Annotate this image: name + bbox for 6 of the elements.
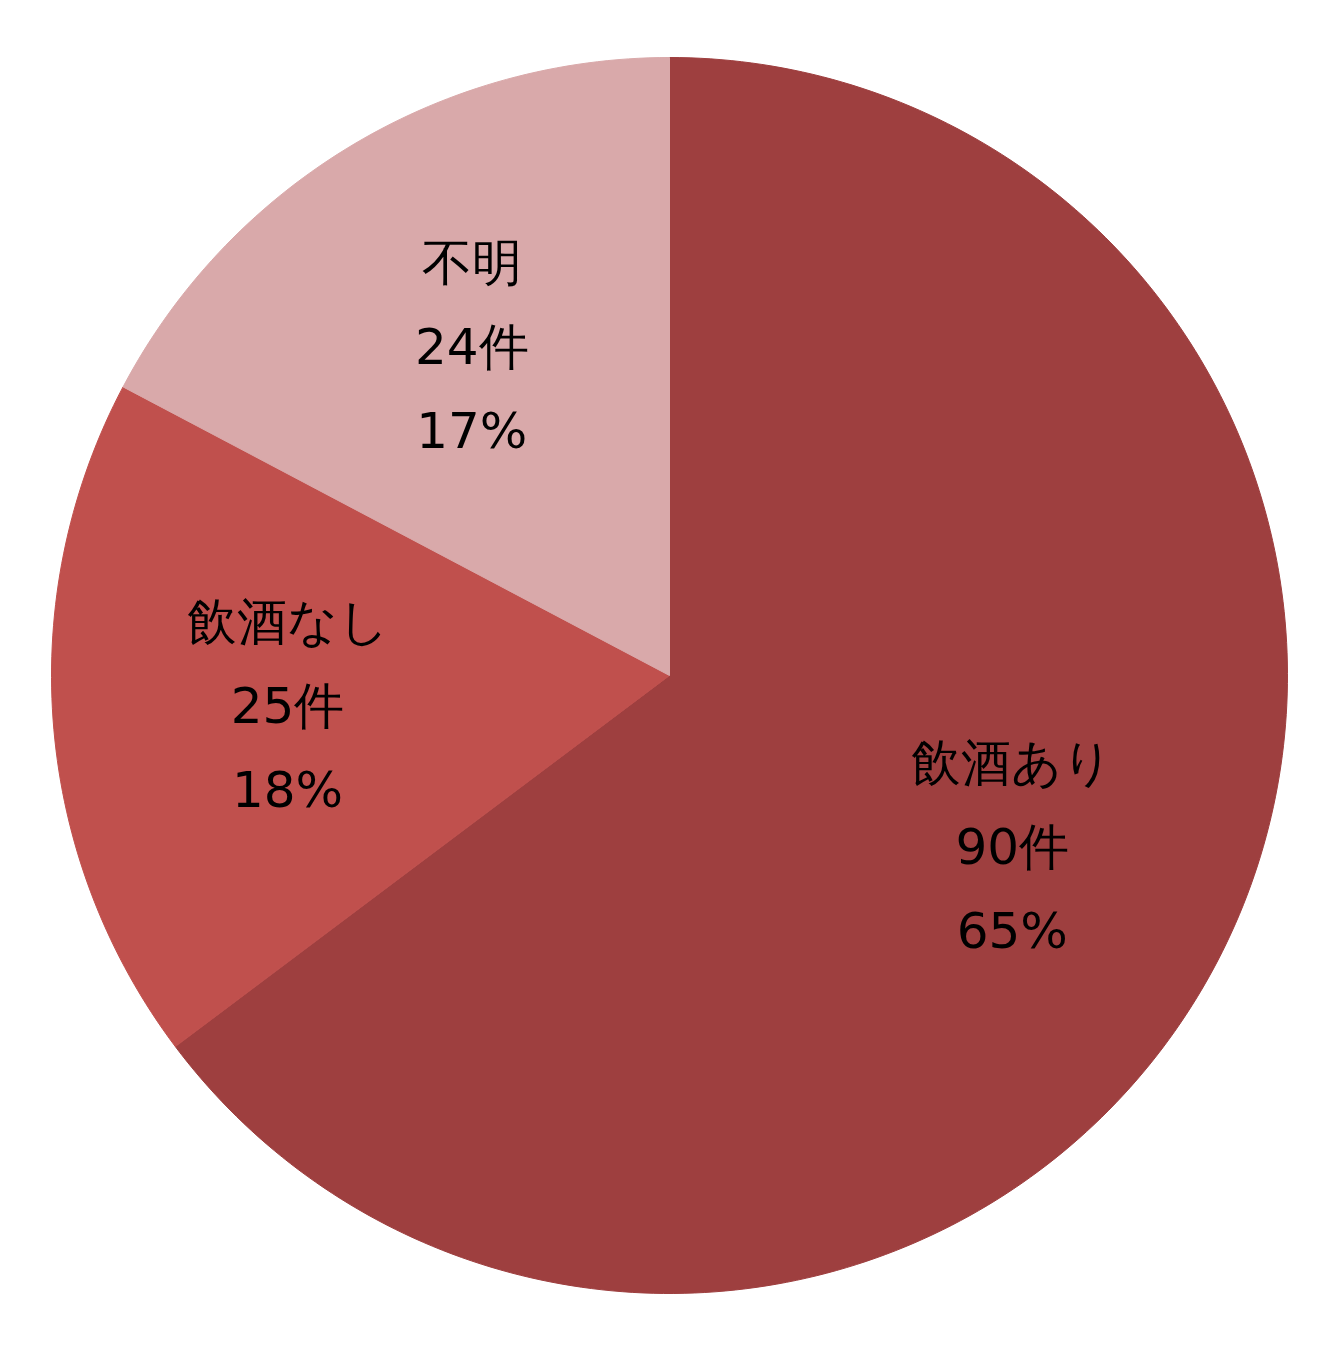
- slice-label: 飲酒あり: [911, 733, 1114, 792]
- data-label: 90件 65%: [955, 817, 1070, 960]
- slice-label: 飲酒なし: [186, 592, 389, 651]
- data-label: 24件 17%: [414, 318, 529, 461]
- data-label: 25件 18%: [230, 676, 345, 819]
- slice-label: 不明: [421, 234, 522, 293]
